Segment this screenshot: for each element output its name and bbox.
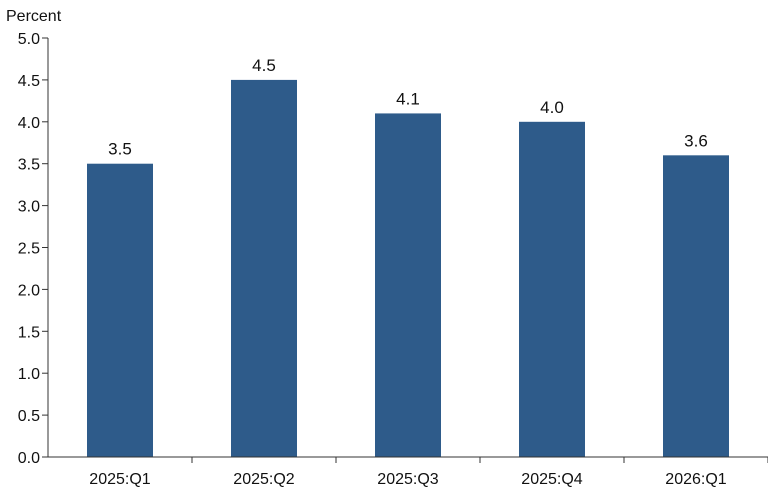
bar xyxy=(87,163,153,457)
bars xyxy=(87,79,729,458)
bar-data-label: 3.5 xyxy=(108,140,132,159)
bar-data-label: 4.0 xyxy=(540,98,564,117)
bar-data-label: 3.6 xyxy=(684,131,708,150)
y-tick-label: 3.5 xyxy=(18,157,40,174)
bar-data-label: 4.1 xyxy=(396,89,420,108)
y-tick-label: 4.0 xyxy=(18,115,40,132)
data-labels: 3.5 4.5 4.1 4.0 3.6 xyxy=(108,56,708,159)
x-tick-label: 2025:Q1 xyxy=(89,471,150,488)
bar xyxy=(231,79,297,458)
y-axis-title: Percent xyxy=(6,8,62,25)
y-tick-label: 1.0 xyxy=(18,366,40,383)
y-tick-label: 3.0 xyxy=(18,199,40,216)
y-tick-label: 5.0 xyxy=(18,31,40,48)
x-axis: 2025:Q1 2025:Q2 2025:Q3 2025:Q4 2026:Q1 xyxy=(89,457,768,488)
bar xyxy=(375,113,441,458)
y-tick-label: 4.5 xyxy=(18,73,40,90)
bar xyxy=(519,121,585,458)
x-tick-label: 2025:Q2 xyxy=(233,471,294,488)
x-tick-label: 2025:Q3 xyxy=(377,471,438,488)
y-tick-label: 0.0 xyxy=(18,450,40,467)
x-tick-label: 2025:Q4 xyxy=(521,471,582,488)
y-axis: 0.0 0.5 1.0 1.5 2.0 2.5 3.0 3.5 4.0 4.5 5.0 xyxy=(18,31,48,467)
x-tick-label: 2026:Q1 xyxy=(665,471,726,488)
y-tick-label: 2.0 xyxy=(18,282,40,299)
y-tick-label: 0.5 xyxy=(18,408,40,425)
bar xyxy=(663,155,729,457)
bar-data-label: 4.5 xyxy=(252,56,276,75)
y-tick-label: 1.5 xyxy=(18,324,40,341)
y-tick-label: 2.5 xyxy=(18,241,40,258)
